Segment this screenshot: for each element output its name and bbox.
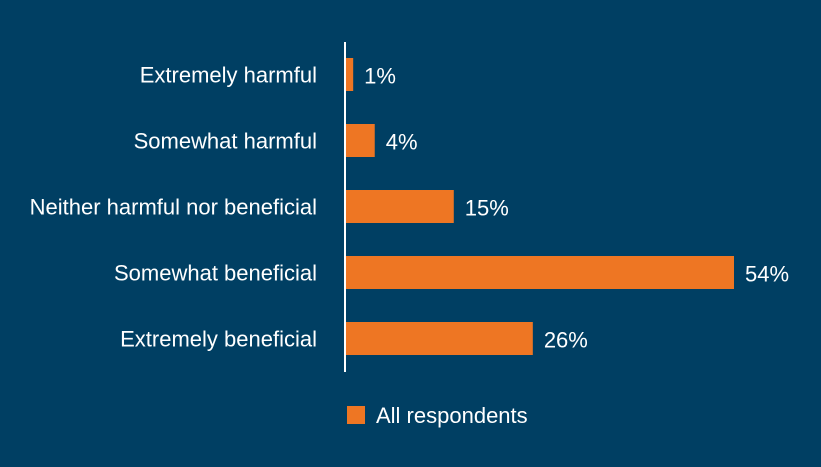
category-label-3: Somewhat beneficial [114,261,317,286]
bar-4 [346,322,533,355]
legend-swatch [347,406,365,424]
category-label-0: Extremely harmful [140,63,317,88]
category-label-1: Somewhat harmful [134,129,317,154]
legend-label: All respondents [376,403,528,428]
value-label-3: 54% [745,262,789,287]
value-labels: 1% 4% 15% 54% 26% [364,64,789,353]
value-label-2: 15% [465,196,509,221]
bar-1 [346,124,375,157]
legend: All respondents [347,403,528,428]
bars-group [346,58,734,355]
bar-3 [346,256,734,289]
value-label-4: 26% [544,328,588,353]
value-label-1: 4% [386,130,418,155]
category-labels: Extremely harmful Somewhat harmful Neither… [30,63,317,352]
value-label-0: 1% [364,64,396,89]
bar-2 [346,190,454,223]
bar-0 [346,58,354,91]
category-label-2: Neither harmful nor beneficial [30,195,317,220]
category-label-4: Extremely beneficial [120,327,317,352]
